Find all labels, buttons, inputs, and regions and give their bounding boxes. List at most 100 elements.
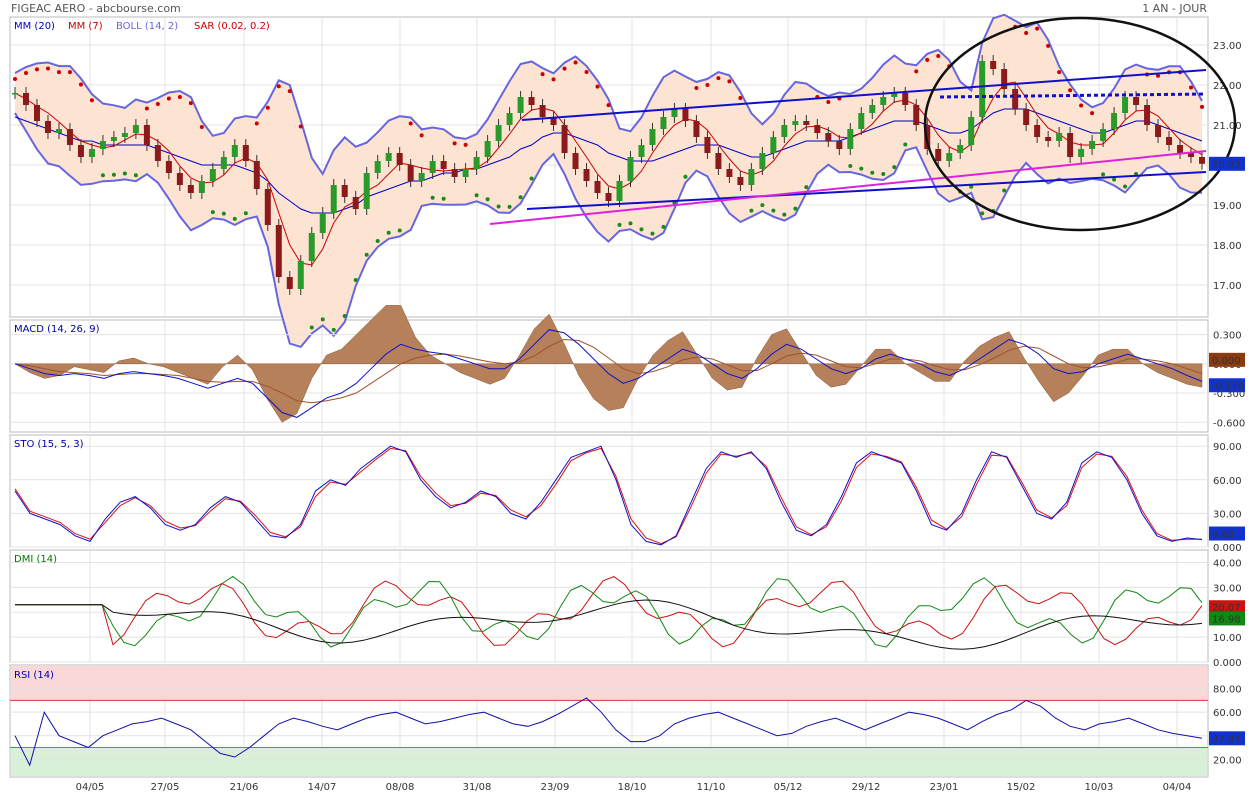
- sar-dot: [1035, 26, 1040, 31]
- upper-channel-line: [521, 69, 1207, 121]
- macd-signal-value-box: [1209, 352, 1245, 367]
- candle-body: [792, 121, 799, 125]
- sar-dot: [507, 204, 512, 209]
- sar-dot: [441, 196, 446, 201]
- sar-dot: [452, 141, 457, 146]
- x-axis-label: 05/12: [774, 782, 803, 793]
- sar-dot: [232, 216, 237, 221]
- candle-body: [1111, 113, 1118, 129]
- candle-body: [495, 125, 502, 141]
- candle-body: [1045, 137, 1052, 141]
- rsi-y-tick: 80.00: [1213, 685, 1242, 696]
- panel-frame-2: [9, 434, 1209, 548]
- candle-body: [913, 105, 920, 125]
- sar-dot: [881, 172, 886, 177]
- rsi-y-tick: 60.00: [1213, 708, 1242, 719]
- sar-dot: [760, 203, 765, 208]
- candle-body: [957, 145, 964, 153]
- candle-body: [374, 161, 381, 173]
- sar-dot: [397, 228, 402, 233]
- macd-y-tick: -0.300: [1213, 389, 1245, 400]
- macd-line: [14, 329, 1203, 418]
- sar-dot: [23, 71, 28, 75]
- dmi-minus-value-box: [1209, 600, 1245, 615]
- dmi-minus-value: 20.07: [1212, 603, 1241, 614]
- candle-body: [484, 141, 491, 157]
- sar-dot: [1068, 88, 1073, 93]
- sar-dot: [100, 173, 105, 178]
- candle-body: [462, 169, 469, 177]
- sar-dot: [914, 69, 919, 74]
- rsi-line: [14, 697, 1203, 767]
- candle-body: [572, 153, 579, 169]
- x-axis-label: 04/05: [76, 782, 105, 793]
- sar-dot: [1189, 85, 1194, 90]
- legend-entry: MM (7): [68, 21, 103, 32]
- sar-dot: [56, 70, 61, 75]
- x-axis-label: 08/08: [386, 782, 415, 793]
- sar-dot: [419, 133, 424, 138]
- sto-y-tick: 30.00: [1213, 509, 1242, 520]
- sto-panel-title: STO (15, 5, 3): [14, 439, 84, 450]
- dmi-panel-title: DMI (14): [14, 554, 57, 565]
- candle-body: [407, 165, 414, 181]
- candle-body: [132, 125, 139, 133]
- sar-dot: [903, 142, 908, 147]
- candle-body: [1166, 137, 1173, 145]
- sar-dot: [166, 96, 171, 101]
- sar-dot: [1090, 111, 1095, 116]
- sar-dot: [265, 105, 270, 110]
- candle-body: [880, 97, 887, 105]
- sto-last-value: 6.68: [1212, 530, 1234, 541]
- sar-dot: [287, 89, 292, 94]
- sar-dot: [694, 86, 699, 91]
- candle-body: [451, 169, 458, 177]
- candle-body: [759, 153, 766, 169]
- sar-dot: [639, 227, 644, 232]
- candle-body: [583, 169, 590, 181]
- sar-dot: [45, 66, 50, 71]
- candle-body: [110, 137, 117, 141]
- candle-body: [550, 117, 557, 125]
- candle-body: [726, 169, 733, 177]
- candle-body: [429, 161, 436, 173]
- sar-dot: [859, 166, 864, 171]
- sar-dot: [650, 231, 655, 236]
- candle-body: [605, 193, 612, 201]
- sar-dot: [716, 76, 721, 81]
- candle-body: [187, 185, 194, 193]
- sar-dot: [1024, 31, 1029, 36]
- sar-dot: [375, 239, 380, 244]
- sar-dot: [1112, 177, 1117, 182]
- candle-body: [363, 173, 370, 209]
- sar-dot: [782, 212, 787, 217]
- sar-dot: [496, 204, 501, 209]
- sto-y-tick: 0.000: [1213, 543, 1242, 554]
- candle-body: [44, 121, 51, 133]
- sar-dot: [342, 314, 347, 319]
- legend-entry: SAR (0.02, 0.2): [194, 21, 270, 32]
- candle-body: [242, 145, 249, 161]
- candle-body: [825, 133, 832, 141]
- price-y-tick: 22.00: [1213, 81, 1242, 92]
- highlight-ellipse: [923, 16, 1237, 232]
- period-label: 1 AN - JOUR: [1142, 2, 1207, 15]
- sar-dot: [518, 195, 523, 200]
- sar-dot: [793, 206, 798, 211]
- candle-body: [1188, 153, 1195, 157]
- sar-dot: [144, 106, 149, 111]
- candle-body: [693, 121, 700, 137]
- candle-body: [231, 145, 238, 157]
- sar-dot: [34, 67, 39, 72]
- sar-dot: [474, 193, 479, 198]
- candle-body: [781, 125, 788, 137]
- x-axis-label: 04/04: [1163, 782, 1192, 793]
- sar-dot: [67, 70, 72, 75]
- price-y-tick: 23.00: [1213, 41, 1242, 52]
- sar-dot: [804, 185, 809, 190]
- candle-body: [770, 137, 777, 153]
- macd-y-tick: -0.600: [1213, 418, 1245, 429]
- sar-dot: [892, 165, 897, 170]
- candle-body: [1177, 145, 1184, 153]
- sar-dot: [78, 82, 83, 87]
